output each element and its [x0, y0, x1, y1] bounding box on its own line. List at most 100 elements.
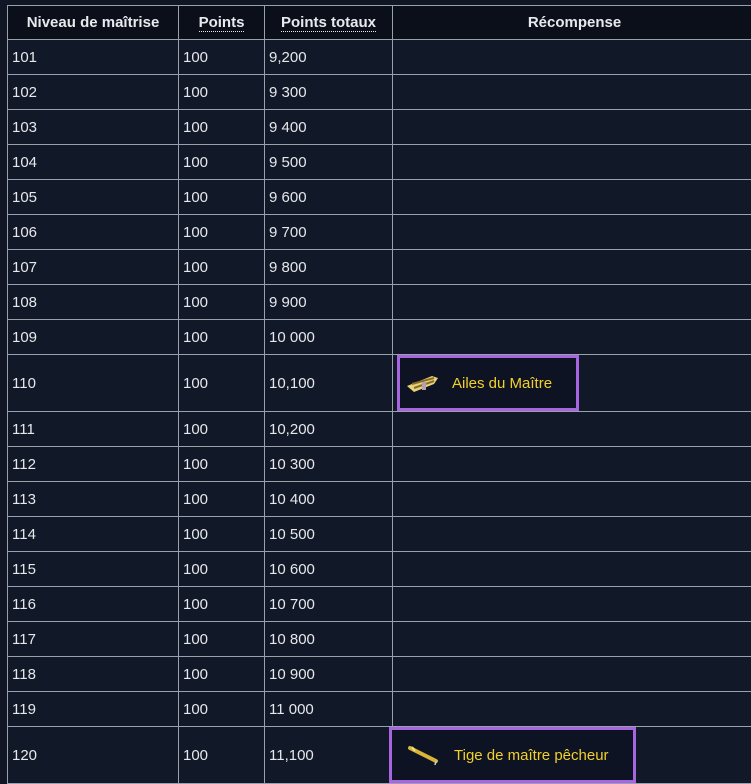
cell-level: 103	[7, 109, 179, 145]
header-total-label[interactable]: Points totaux	[280, 14, 376, 32]
table-row: 117 100 10 800	[7, 621, 751, 657]
cell-points: 100	[178, 319, 265, 355]
cell-points: 100	[178, 249, 265, 285]
cell-level: 113	[7, 481, 179, 517]
cell-points: 100	[178, 621, 265, 657]
cell-points: 100	[178, 481, 265, 517]
cell-points: 100	[178, 354, 265, 412]
cell-points: 100	[178, 586, 265, 622]
table-row: 108 100 9 900	[7, 284, 751, 320]
cell-reward	[392, 109, 751, 145]
table-row: 101 100 9,200	[7, 39, 751, 75]
mastery-table: Niveau de maîtrise Points Points totaux …	[7, 5, 751, 784]
table-row: 106 100 9 700	[7, 214, 751, 250]
cell-reward	[392, 446, 751, 482]
cell-points: 100	[178, 284, 265, 320]
table-row: 116 100 10 700	[7, 586, 751, 622]
cell-reward	[392, 621, 751, 657]
reward-label: Ailes du Maître	[452, 374, 553, 392]
header-reward: Récompense	[392, 5, 751, 40]
table-row: 118 100 10 900	[7, 656, 751, 692]
cell-total: 10 000	[264, 319, 393, 355]
cell-points: 100	[178, 39, 265, 75]
cell-level: 102	[7, 74, 179, 110]
wings-icon	[404, 372, 452, 394]
table-row: 115 100 10 600	[7, 551, 751, 587]
table-row: 120 100 11,100 Tige de maître pêcheur	[7, 726, 751, 784]
table-row: 110 100 10,100 Ailes du Maître	[7, 354, 751, 412]
cell-level: 104	[7, 144, 179, 180]
cell-reward	[392, 74, 751, 110]
cell-reward	[392, 656, 751, 692]
cell-points: 100	[178, 656, 265, 692]
cell-level: 111	[7, 411, 179, 447]
reward-label: Tige de maître pêcheur	[454, 746, 609, 764]
table-row: 119 100 11 000	[7, 691, 751, 727]
table-row: 114 100 10 500	[7, 516, 751, 552]
cell-level: 115	[7, 551, 179, 587]
table-row: 102 100 9 300	[7, 74, 751, 110]
table-row: 103 100 9 400	[7, 109, 751, 145]
cell-level: 116	[7, 586, 179, 622]
header-level-label: Niveau de maîtrise	[26, 14, 160, 31]
cell-level: 112	[7, 446, 179, 482]
cell-total: 9 600	[264, 179, 393, 215]
cell-points: 100	[178, 726, 265, 784]
cell-reward: Tige de maître pêcheur	[389, 726, 751, 784]
cell-reward	[392, 144, 751, 180]
cell-level: 120	[7, 726, 179, 784]
cell-reward	[392, 249, 751, 285]
fishing-rod-icon	[406, 744, 454, 766]
cell-total: 10,100	[264, 354, 393, 412]
cell-level: 109	[7, 319, 179, 355]
header-reward-label: Récompense	[527, 14, 622, 31]
cell-total: 10 700	[264, 586, 393, 622]
cell-level: 118	[7, 656, 179, 692]
table-row: 111 100 10,200	[7, 411, 751, 447]
header-points-label[interactable]: Points	[198, 14, 245, 32]
header-points: Points	[178, 5, 265, 40]
cell-reward	[392, 319, 751, 355]
cell-total: 10 300	[264, 446, 393, 482]
cell-total: 9 400	[264, 109, 393, 145]
cell-points: 100	[178, 74, 265, 110]
cell-total: 10,200	[264, 411, 393, 447]
cell-points: 100	[178, 179, 265, 215]
cell-level: 110	[7, 354, 179, 412]
cell-total: 9 700	[264, 214, 393, 250]
cell-total: 9 300	[264, 74, 393, 110]
table-row: 104 100 9 500	[7, 144, 751, 180]
reward-link[interactable]: Tige de maître pêcheur	[389, 727, 636, 783]
cell-level: 101	[7, 39, 179, 75]
cell-total: 10 900	[264, 656, 393, 692]
cell-level: 108	[7, 284, 179, 320]
cell-points: 100	[178, 446, 265, 482]
cell-reward	[392, 481, 751, 517]
cell-total: 9 900	[264, 284, 393, 320]
cell-reward	[392, 691, 751, 727]
header-level: Niveau de maîtrise	[7, 5, 179, 40]
cell-level: 106	[7, 214, 179, 250]
cell-total: 9,200	[264, 39, 393, 75]
cell-level: 105	[7, 179, 179, 215]
cell-level: 117	[7, 621, 179, 657]
table-row: 107 100 9 800	[7, 249, 751, 285]
header-row: Niveau de maîtrise Points Points totaux …	[7, 5, 751, 40]
reward-link[interactable]: Ailes du Maître	[397, 355, 580, 411]
header-total: Points totaux	[264, 5, 393, 40]
cell-total: 9 800	[264, 249, 393, 285]
cell-total: 11 000	[264, 691, 393, 727]
cell-total: 9 500	[264, 144, 393, 180]
cell-reward	[392, 551, 751, 587]
cell-reward	[392, 284, 751, 320]
cell-level: 107	[7, 249, 179, 285]
cell-points: 100	[178, 109, 265, 145]
cell-reward	[392, 39, 751, 75]
cell-total: 10 600	[264, 551, 393, 587]
cell-points: 100	[178, 691, 265, 727]
cell-points: 100	[178, 551, 265, 587]
table-row: 112 100 10 300	[7, 446, 751, 482]
cell-level: 119	[7, 691, 179, 727]
table-body: 101 100 9,200 102 100 9 300 103 100 9 400 104 100 9…	[7, 39, 751, 784]
cell-reward	[392, 516, 751, 552]
